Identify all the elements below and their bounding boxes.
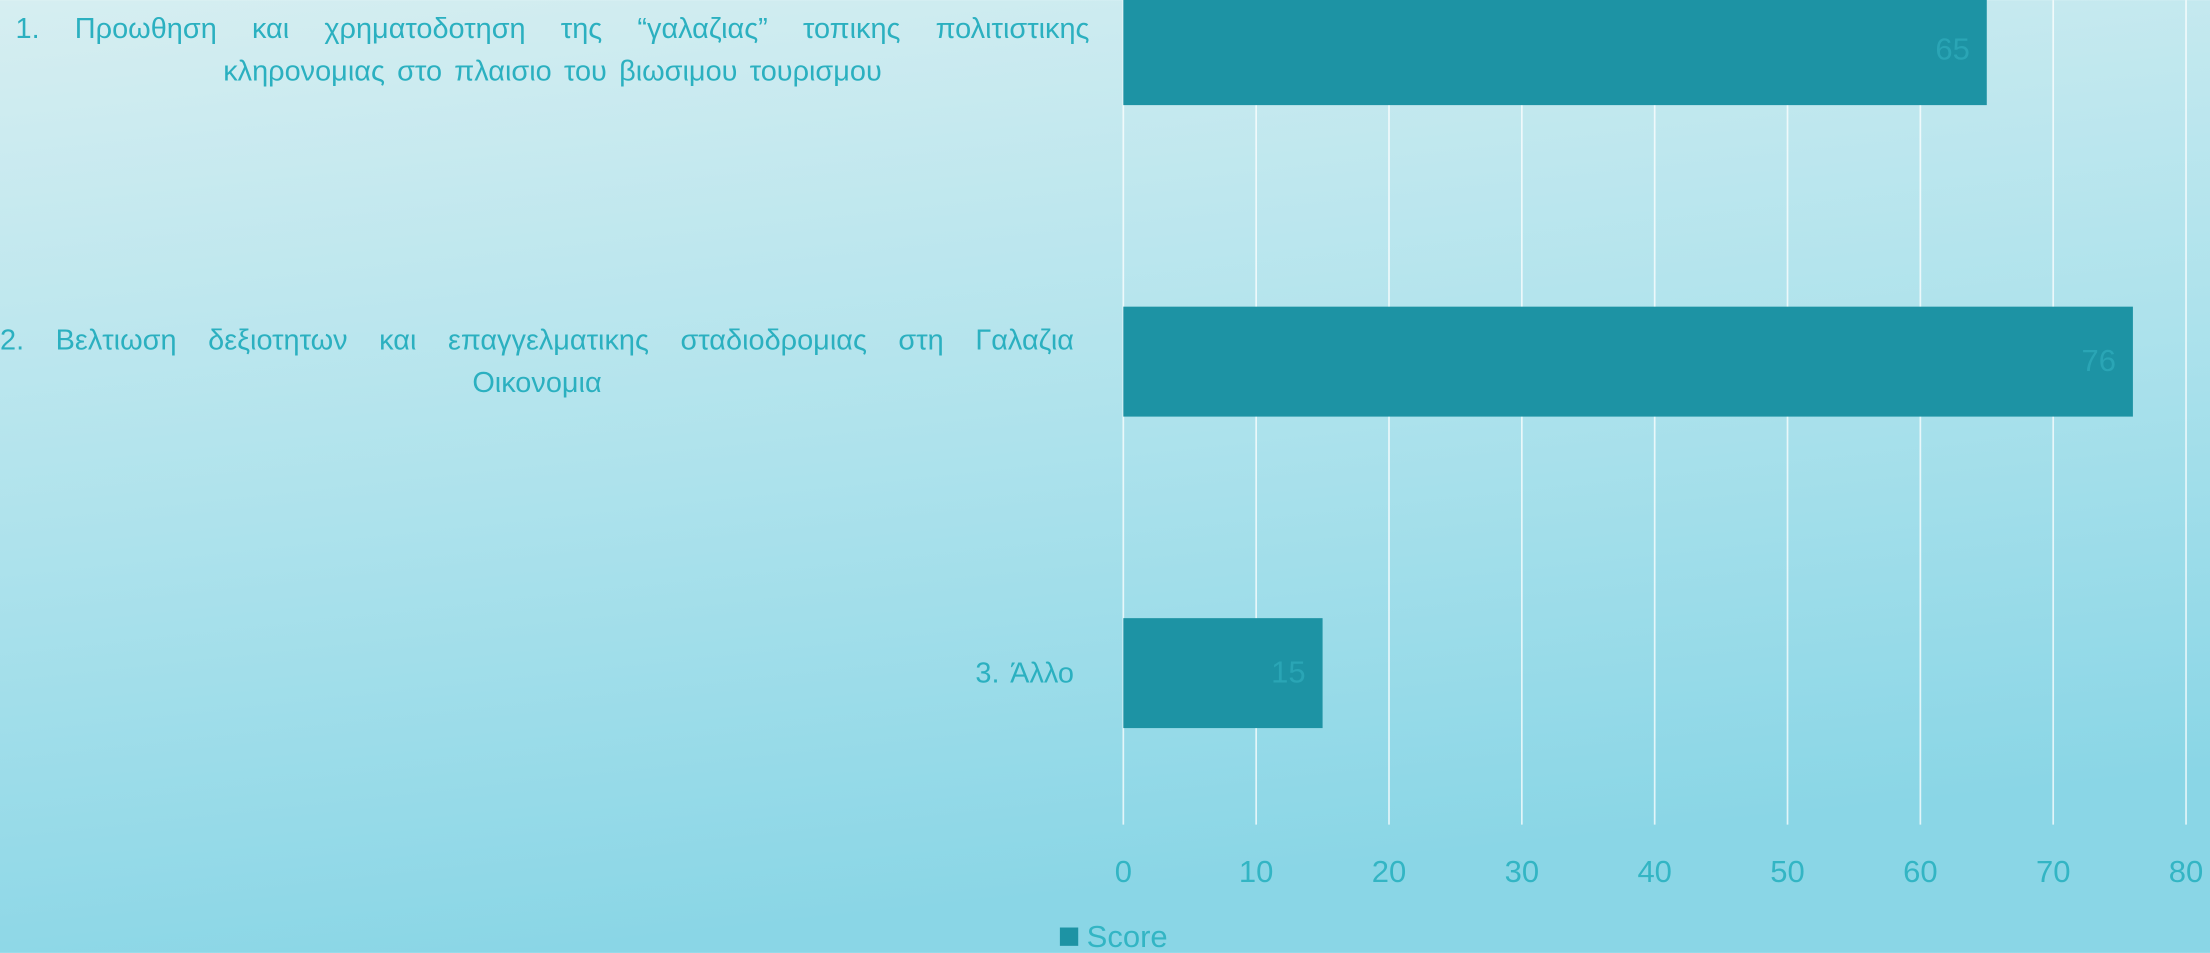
x-tick-label: 40: [1637, 854, 1671, 889]
category-label-box: 3. Άλλο: [0, 517, 1092, 828]
x-tick-label: 50: [1770, 854, 1804, 889]
category-label-box: 2. Βελτιωση δεξιοτητων και επαγγελματικη…: [0, 206, 1092, 517]
x-tick-label: 10: [1239, 854, 1273, 889]
x-tick-label: 80: [2169, 854, 2203, 889]
bar: [1123, 306, 2133, 417]
bar: [1123, 618, 1323, 729]
y-tick-label: 2. Βελτιωση δεξιοτητων και επαγγελματικη…: [0, 323, 1074, 399]
category-label-wrap: 1. Προωθηση και χρηματοδοτηση της “γαλαζ…: [0, 0, 1092, 206]
x-tick-label: 30: [1505, 854, 1539, 889]
y-tick-label: 1. Προωθηση και χρηματοδοτηση της “γαλαζ…: [15, 12, 1090, 87]
x-tick-label: 60: [1903, 854, 1937, 889]
y-tick-label: 3. Άλλο: [975, 656, 1074, 689]
x-tick-label: 20: [1372, 854, 1406, 889]
x-tick-label: 0: [1115, 854, 1132, 889]
x-tick-label: 70: [2036, 854, 2070, 889]
data-label: 65: [1935, 32, 1969, 67]
bar: [1123, 0, 1987, 106]
legend-swatch: [1059, 927, 1079, 946]
category-label-wrap: 2. Βελτιωση δεξιοτητων και επαγγελματικη…: [0, 206, 1092, 517]
category-label-wrap: 3. Άλλο: [0, 517, 1092, 828]
data-label: 15: [1271, 655, 1305, 690]
category-label-box: 1. Προωθηση και χρηματοδοτηση της “γαλαζ…: [0, 0, 1092, 206]
legend-label: Score: [1087, 919, 1168, 953]
data-label: 76: [2082, 343, 2116, 378]
